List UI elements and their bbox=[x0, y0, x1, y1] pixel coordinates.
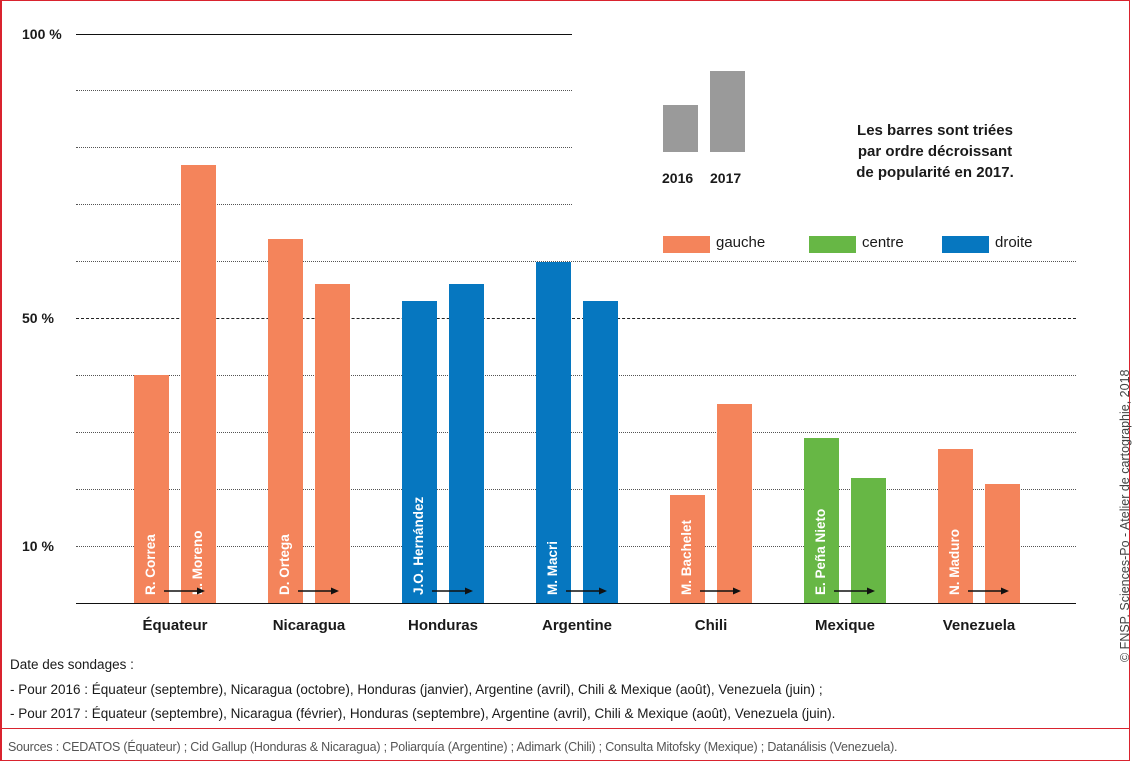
gridline bbox=[76, 432, 1076, 433]
arrow-head bbox=[733, 587, 741, 595]
legend-label-gauche: gauche bbox=[716, 234, 766, 251]
arrow-head bbox=[197, 587, 205, 595]
legend-note-line: de popularité en 2017. bbox=[856, 164, 1014, 181]
gridline-100 bbox=[76, 34, 572, 35]
x-axis-baseline bbox=[76, 603, 1076, 604]
bar-2017 bbox=[985, 483, 1020, 603]
gridline bbox=[76, 375, 1076, 376]
sources-text: Sources : CEDATOS (Équateur) ; Cid Gallu… bbox=[8, 740, 898, 754]
bar-2017 bbox=[851, 477, 886, 603]
gridline bbox=[76, 546, 1076, 547]
bar-2017 bbox=[315, 284, 350, 603]
gridline bbox=[76, 147, 572, 148]
arrow-head bbox=[867, 587, 875, 595]
category-label: Nicaragua bbox=[272, 617, 346, 634]
bar-2017 bbox=[583, 301, 618, 603]
legend-note: Les barres sont triées par ordre décrois… bbox=[790, 120, 1080, 183]
y-tick-label: 100 % bbox=[22, 26, 62, 42]
gridline bbox=[76, 204, 572, 205]
category-label: Mexique bbox=[814, 617, 875, 634]
legend-note-line: Les barres sont triées bbox=[857, 122, 1013, 139]
legend-note-line: par ordre décroissant bbox=[857, 143, 1013, 160]
y-tick-label: 10 % bbox=[22, 538, 54, 554]
bar-2016 bbox=[670, 494, 705, 603]
y-tick-label: 50 % bbox=[22, 310, 54, 326]
bar-2017 bbox=[181, 164, 216, 603]
arrow-head bbox=[465, 587, 473, 595]
separator-line bbox=[0, 728, 1130, 729]
category-label: Équateur bbox=[142, 617, 208, 634]
category-label: Chili bbox=[694, 617, 728, 634]
legend-label-droite: droite bbox=[995, 234, 1033, 251]
category-label: Argentine bbox=[541, 617, 612, 634]
gridline-50 bbox=[76, 318, 1076, 319]
survey-dates-2016: - Pour 2016 : Équateur (septembre), Nica… bbox=[10, 682, 823, 697]
category-label: Venezuela bbox=[942, 617, 1016, 634]
bar-2016 bbox=[536, 261, 571, 603]
arrow-head bbox=[1001, 587, 1009, 595]
survey-dates-2017: - Pour 2017 : Équateur (septembre), Nica… bbox=[10, 706, 836, 721]
legend-bar-2017 bbox=[710, 71, 745, 152]
bar-2016 bbox=[938, 449, 973, 603]
legend-swatch-centre bbox=[809, 236, 856, 253]
bar-2016 bbox=[268, 238, 303, 603]
bar-2016 bbox=[804, 437, 839, 603]
bar-2016 bbox=[134, 375, 169, 603]
legend-year-2017: 2017 bbox=[710, 170, 742, 186]
bar-2016 bbox=[402, 301, 437, 603]
legend-swatch-droite bbox=[942, 236, 989, 253]
arrow-head bbox=[599, 587, 607, 595]
legend-label-centre: centre bbox=[862, 234, 904, 251]
gridline bbox=[76, 261, 1076, 262]
arrow-head bbox=[331, 587, 339, 595]
gridline bbox=[76, 90, 572, 91]
legend-swatch-gauche bbox=[663, 236, 710, 253]
legend-bar-2016 bbox=[663, 105, 698, 152]
category-label: Honduras bbox=[407, 617, 478, 634]
bar-2017 bbox=[449, 284, 484, 603]
gridline bbox=[76, 489, 1076, 490]
legend-year-2016: 2016 bbox=[662, 170, 694, 186]
bar-2017 bbox=[717, 403, 752, 603]
credit-text: © FNSP. Sciences-Po - Atelier de cartogr… bbox=[1118, 369, 1132, 662]
survey-dates-title: Date des sondages : bbox=[10, 657, 134, 672]
